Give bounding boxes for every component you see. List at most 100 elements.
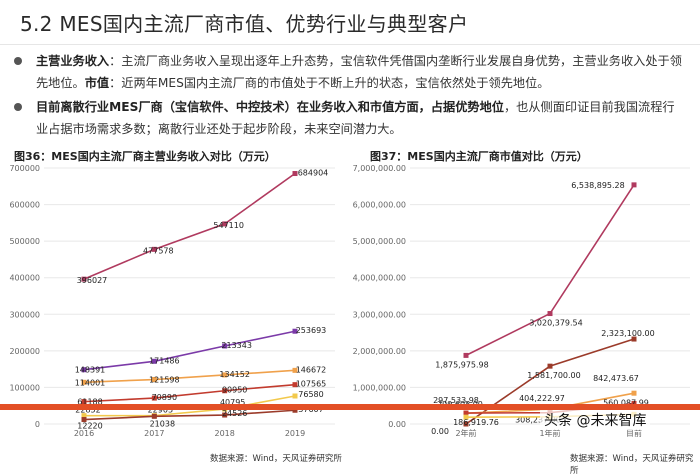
- bullet-1-text2: ：近两年MES国内主流厂商的市值处于不断上升的状态，宝信依然处于领先地位。: [109, 76, 550, 90]
- data-label: 3,020,379.54: [529, 319, 582, 328]
- series-line: [83, 172, 296, 280]
- data-label: 90950: [222, 386, 247, 395]
- data-label: 1,875,975.98: [435, 360, 488, 369]
- data-label: 171486: [149, 356, 180, 365]
- data-point: [463, 410, 469, 416]
- data-label: 547110: [213, 221, 244, 230]
- data-label: 842,473.67: [593, 374, 639, 383]
- data-point: [631, 401, 637, 407]
- bullet-discrete: 目前离散行业MES厂商（宝信软件、中控技术）在业务收入和市值方面，占据优势地位，…: [14, 96, 684, 140]
- data-point: [631, 336, 637, 342]
- data-label: 560,087.99: [603, 399, 649, 408]
- data-point: [222, 412, 228, 418]
- data-label: 213343: [221, 341, 252, 350]
- y-tick-label: 1,000,000.00: [353, 383, 406, 392]
- y-tick-label: 6,000,000.00: [353, 201, 406, 210]
- x-tick-label: 2年前: [455, 428, 476, 438]
- fig36-source: 数据来源：Wind，天风证券研究所: [210, 454, 342, 464]
- data-label: 404,222.97: [519, 394, 565, 403]
- data-label: 146672: [296, 365, 327, 374]
- accent-bar: [0, 404, 700, 410]
- data-point: [81, 276, 87, 282]
- data-point: [222, 343, 228, 349]
- data-point: [81, 413, 87, 419]
- watermark: 头条 @未来智库: [540, 410, 651, 430]
- bullet-1-bold2: 市值: [84, 76, 110, 90]
- y-tick-label: 5,000,000.00: [353, 237, 406, 246]
- data-label: 134152: [219, 370, 250, 379]
- bullet-2-text: ，也从侧面印证目前我国流程行业占据市场需求多数；离散行业还处于起步阶段，未来空间…: [36, 100, 675, 136]
- bullet-dot: [14, 103, 22, 111]
- data-label: 1,581,700.00: [527, 371, 580, 380]
- data-point: [631, 182, 637, 188]
- y-tick-label: 700000: [9, 164, 40, 173]
- y-tick-label: 7,000,000.00: [353, 164, 406, 173]
- y-tick-label: 300000: [9, 310, 40, 319]
- x-tick-label: 2019: [285, 429, 305, 438]
- data-point: [151, 395, 157, 401]
- data-label: 684904: [298, 169, 329, 178]
- data-point: [631, 390, 637, 396]
- data-point: [463, 352, 469, 358]
- data-label: 12220: [77, 422, 102, 431]
- data-point: [292, 407, 298, 413]
- data-label: 22852: [75, 406, 100, 415]
- data-point: [292, 393, 298, 399]
- bullet-1-bold: 主营业务收入: [36, 54, 110, 68]
- data-point: [463, 421, 469, 427]
- data-point: [81, 367, 87, 373]
- data-point: [292, 382, 298, 388]
- data-point: [463, 414, 469, 420]
- data-point: [151, 377, 157, 383]
- data-point: [222, 221, 228, 227]
- data-label: 186,919.76: [453, 418, 499, 427]
- data-label: 22903: [148, 406, 173, 415]
- y-tick-label: 500000: [9, 237, 40, 246]
- y-tick-label: 100000: [9, 383, 40, 392]
- data-label: 0.00: [431, 427, 449, 436]
- data-label: 70890: [152, 393, 177, 402]
- data-label: 6,538,895.28: [571, 181, 624, 190]
- data-point: [292, 328, 298, 334]
- data-label: 114001: [75, 378, 106, 387]
- fig37-source: 数据来源：Wind，天风证券研究所: [570, 454, 694, 476]
- y-tick-label: 2,000,000.00: [353, 347, 406, 356]
- x-tick-label: 目前: [626, 428, 642, 438]
- bullet-2-bold: 目前离散行业MES厂商（宝信软件、中控技术）在业务收入和市值方面，占据优势地位: [36, 100, 504, 114]
- y-tick-label: 600000: [9, 201, 40, 210]
- series-line: [83, 369, 296, 384]
- bullet-1-text: ：主流厂商业务收入呈现出逐年上升态势，宝信软件凭借国内垄断行业发展自身优势，主营…: [36, 54, 682, 90]
- x-tick-label: 2018: [214, 429, 234, 438]
- data-point: [151, 358, 157, 364]
- data-point: [151, 413, 157, 419]
- data-label: 61188: [77, 398, 102, 407]
- x-tick-label: 1年前: [539, 428, 560, 438]
- y-tick-label: 3,000,000.00: [353, 310, 406, 319]
- y-tick-label: 200000: [9, 347, 40, 356]
- x-tick-label: 2017: [144, 429, 164, 438]
- bullet-dot: [14, 57, 22, 65]
- series-line: [83, 330, 296, 371]
- bullet-revenue: 主营业务收入：主流厂商业务收入呈现出逐年上升态势，宝信软件凭借国内垄断行业发展自…: [14, 50, 684, 94]
- data-label: 148391: [75, 366, 106, 375]
- revenue-line-chart: 0 100000 200000 300000 400000 500000 600000 700…: [9, 164, 335, 438]
- data-point: [547, 311, 553, 317]
- data-label: 76580: [298, 390, 323, 399]
- data-point: [81, 399, 87, 405]
- data-point: [222, 388, 228, 394]
- y-tick-label: 0.00: [388, 420, 406, 429]
- page-title: 5.2 MES国内主流厂商市值、优势行业与典型客户: [20, 12, 469, 36]
- data-label: 297,533.98: [433, 396, 479, 405]
- data-label: 21038: [150, 419, 175, 428]
- y-tick-label: 400000: [9, 274, 40, 283]
- bottom-band: [0, 404, 700, 467]
- data-label: 308,237.00: [515, 416, 561, 425]
- data-point: [292, 171, 298, 177]
- data-label: 40795: [220, 398, 245, 407]
- fig37-title: 图37：MES国内主流厂商市值对比（万元）: [370, 150, 588, 163]
- data-label: 253693: [296, 326, 327, 335]
- data-point: [292, 367, 298, 373]
- data-point: [547, 363, 553, 369]
- data-label: 2,323,100.00: [601, 329, 654, 338]
- data-point: [222, 372, 228, 378]
